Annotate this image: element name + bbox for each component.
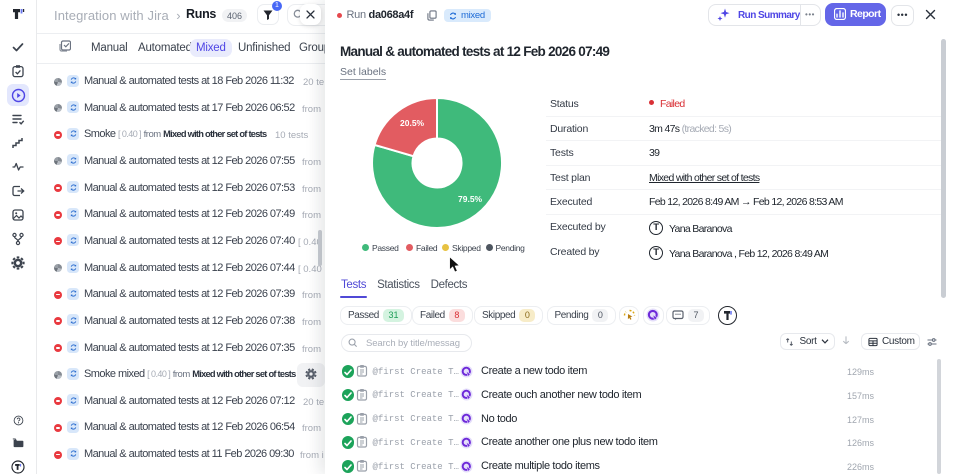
svg-text:79.5%: 79.5%: [458, 194, 483, 204]
svg-text:20.5%: 20.5%: [400, 118, 425, 128]
